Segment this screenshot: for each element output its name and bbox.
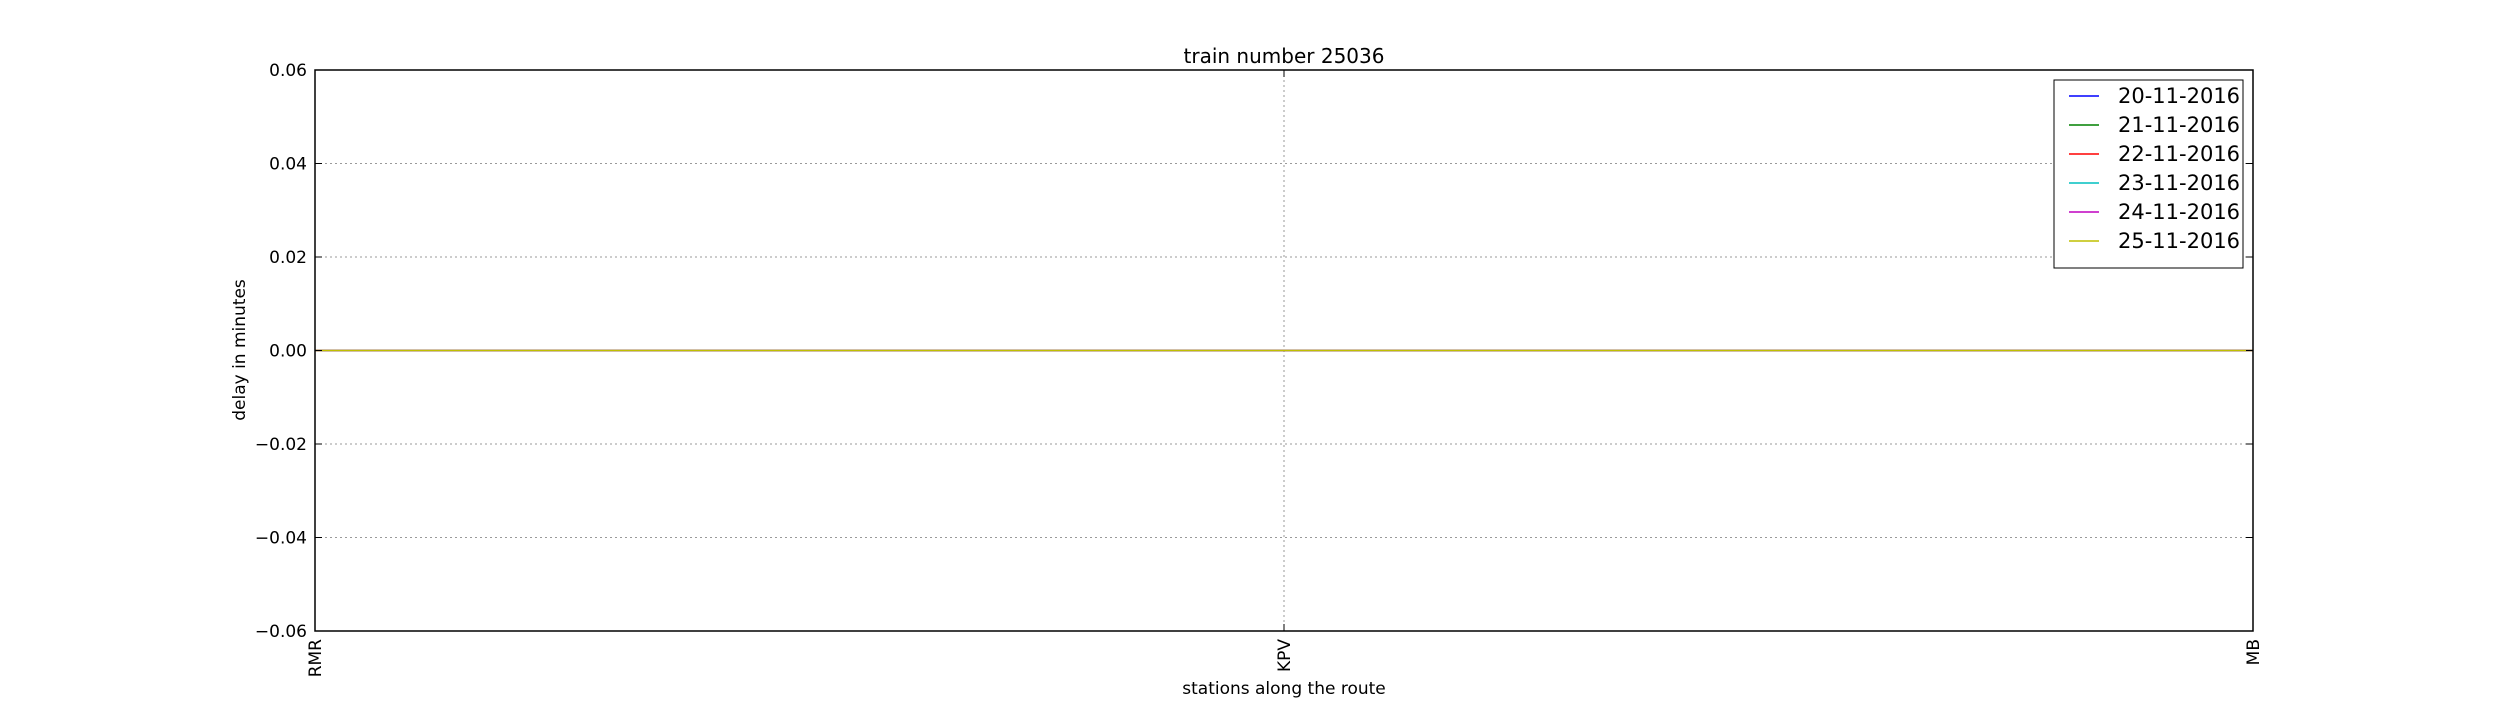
legend-entry: 23-11-2016	[2118, 171, 2240, 195]
x-tick-label: KPV	[1275, 639, 1295, 672]
y-tick-label: −0.04	[255, 529, 307, 549]
chart-title: train number 25036	[1184, 44, 1385, 68]
y-axis-label: delay in minutes	[230, 279, 250, 421]
legend-entry: 24-11-2016	[2118, 200, 2240, 224]
legend-entry: 20-11-2016	[2118, 84, 2240, 108]
x-tick-label: RMR	[306, 639, 326, 677]
y-tick-label: −0.02	[255, 435, 307, 455]
y-tick-label: 0.02	[269, 248, 307, 268]
legend-entry: 22-11-2016	[2118, 142, 2240, 166]
y-tick-label: 0.04	[269, 155, 307, 175]
legend-entry: 21-11-2016	[2118, 113, 2240, 137]
y-tick-label: 0.00	[269, 342, 307, 362]
legend: 20-11-2016 21-11-2016 22-11-2016 23-11-2016…	[2053, 79, 2244, 269]
y-tick-label: −0.06	[255, 622, 307, 642]
legend-box	[2053, 79, 2244, 269]
x-axis-label: stations along the route	[1182, 679, 1386, 699]
x-tick-label: MB	[2244, 639, 2264, 665]
y-tick-label: 0.06	[269, 61, 307, 81]
legend-entry: 25-11-2016	[2118, 229, 2240, 253]
